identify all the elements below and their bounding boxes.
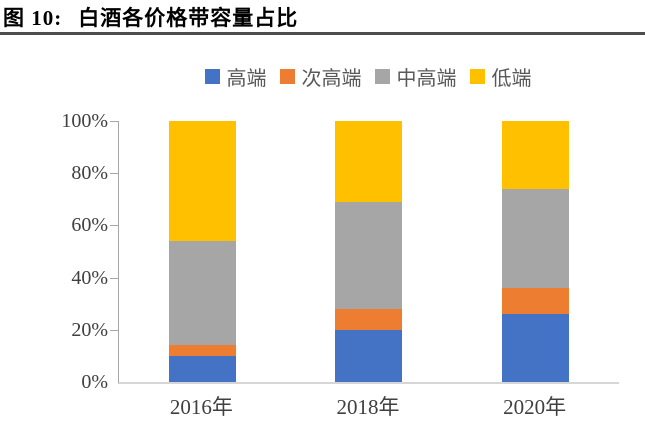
legend-swatch xyxy=(204,68,220,84)
bar-column xyxy=(168,121,236,382)
bar-segment xyxy=(502,188,570,289)
stacked-bar-chart xyxy=(119,121,619,382)
bar-segment xyxy=(335,329,403,382)
plot-area xyxy=(110,121,619,384)
legend-swatch xyxy=(279,68,295,84)
y-tick-label: 60% xyxy=(71,214,108,237)
legend-item: 低端 xyxy=(469,62,532,91)
legend-item: 中高端 xyxy=(374,62,457,91)
y-tick-label: 20% xyxy=(71,318,108,341)
figure-number-label: 图 10: xyxy=(3,6,63,30)
bar-segment xyxy=(335,121,403,202)
bar-segment xyxy=(502,314,570,382)
legend-label: 高端 xyxy=(226,67,267,90)
y-tick-mark xyxy=(110,225,118,227)
bar-segment xyxy=(168,121,236,242)
bar-segment xyxy=(335,308,403,330)
x-axis-label: 2020年 xyxy=(503,395,567,419)
bar-segment xyxy=(335,201,403,309)
figure-header: 图 10: 白酒各价格带容量占比 xyxy=(3,2,298,32)
x-axis-label: 2018年 xyxy=(336,395,400,419)
y-tick-mark xyxy=(110,329,118,331)
bar-segment xyxy=(168,241,236,346)
x-axis: 2016年 2018年 2020年 xyxy=(118,391,618,421)
chart-legend: 高端 次高端 中高端 低端 xyxy=(118,62,618,91)
legend-item: 高端 xyxy=(204,62,267,91)
bar-segment xyxy=(168,355,236,382)
legend-label: 低端 xyxy=(491,67,532,90)
bar-segment xyxy=(502,121,570,189)
legend-swatch xyxy=(374,68,390,84)
y-tick-label: 80% xyxy=(71,162,108,185)
y-tick-mark xyxy=(110,173,118,175)
title-underline xyxy=(0,32,645,35)
y-tick-mark xyxy=(110,277,118,279)
bar-column xyxy=(335,121,403,382)
y-tick-label: 0% xyxy=(81,371,108,393)
y-tick-mark xyxy=(110,121,118,122)
bar-segment xyxy=(168,345,236,356)
y-tick-label: 100% xyxy=(61,110,108,132)
y-tick-label: 40% xyxy=(71,266,108,289)
bar-column xyxy=(502,121,570,382)
x-axis-label: 2016年 xyxy=(169,395,233,419)
legend-label: 中高端 xyxy=(396,67,457,90)
y-axis: 0% 20% 40% 60% 80% 100% xyxy=(0,110,108,393)
legend-swatch xyxy=(469,68,485,84)
legend-label: 次高端 xyxy=(301,67,362,90)
bar-segment xyxy=(502,288,570,315)
legend-item: 次高端 xyxy=(279,62,362,91)
figure-title: 白酒各价格带容量占比 xyxy=(78,6,299,30)
